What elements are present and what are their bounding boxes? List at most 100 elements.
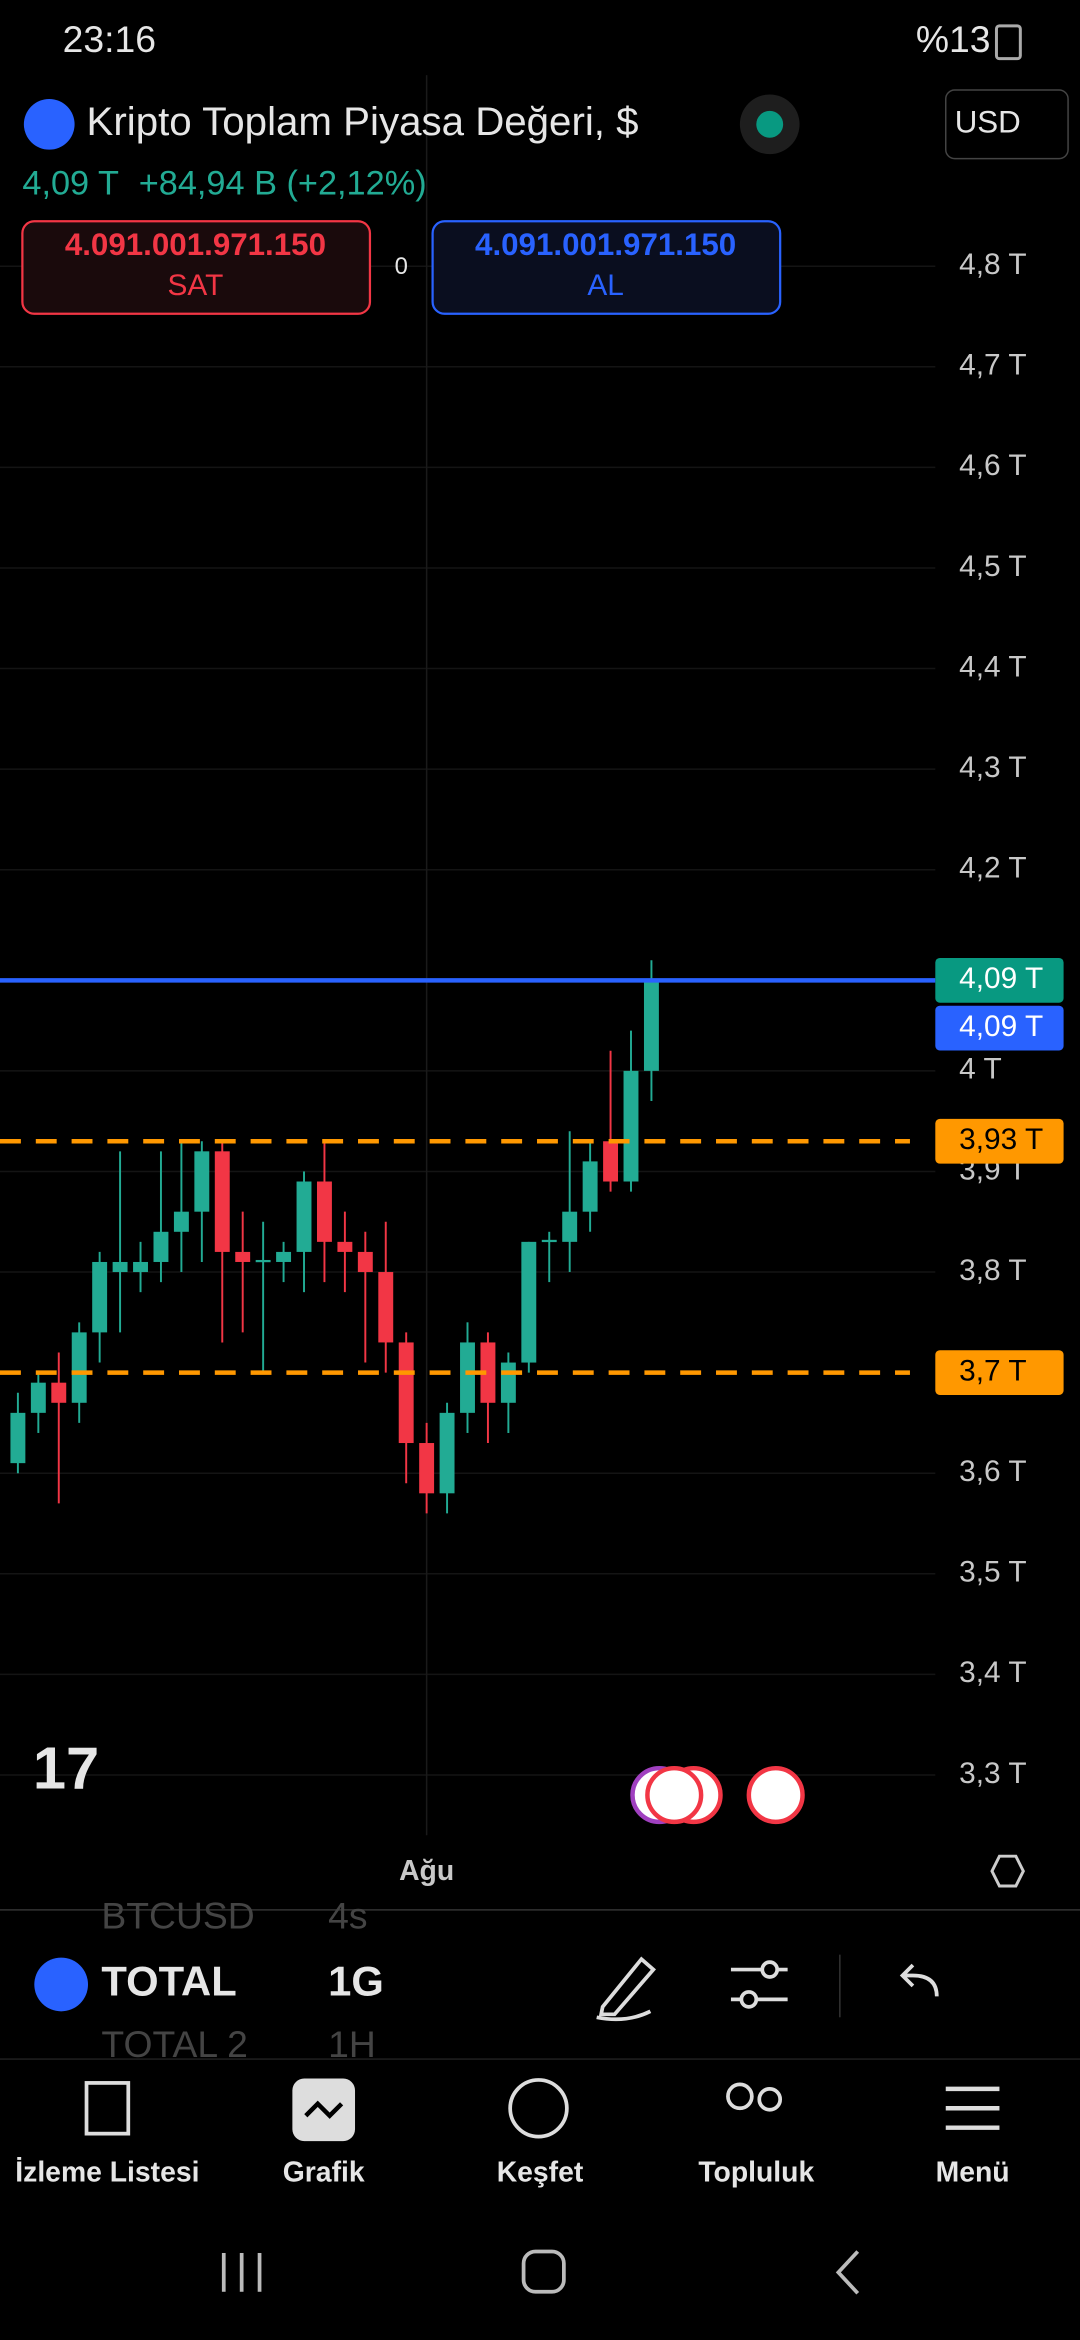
candle-body	[439, 1412, 455, 1494]
candle-body	[541, 1239, 557, 1243]
undo[interactable]	[899, 1963, 939, 1997]
candle-body	[133, 1261, 148, 1273]
nav-label[interactable]: Menü	[936, 2156, 1010, 2188]
nav-icon	[304, 2100, 344, 2119]
currency-button[interactable]	[944, 89, 1069, 160]
candle-body	[460, 1342, 475, 1413]
x-tick-label: Ağu	[399, 1855, 454, 1887]
candle-body	[357, 1251, 373, 1273]
nav-icon[interactable]	[945, 2086, 1000, 2130]
y-tick-label: 4,8 T	[959, 248, 1026, 281]
candle-body	[337, 1241, 353, 1252]
candle-body	[276, 1251, 292, 1262]
nav-label[interactable]: Grafik	[283, 2156, 365, 2188]
nav-icon[interactable]	[726, 2082, 754, 2111]
candle-body	[623, 1070, 639, 1182]
price-label: 3,7 T	[959, 1354, 1026, 1387]
symbol-next[interactable]: TOTAL 2	[101, 2023, 247, 2065]
battery-icon	[994, 24, 1022, 61]
y-tick-label: 3,8 T	[959, 1254, 1026, 1287]
y-tick-label: 4,2 T	[959, 852, 1026, 885]
y-tick-label: 4,3 T	[959, 751, 1026, 784]
y-tick-label: 4,6 T	[959, 449, 1026, 482]
y-tick-label: 3,6 T	[959, 1455, 1026, 1488]
y-tick-label: 4 T	[959, 1053, 1002, 1086]
nav-label[interactable]: Topluluk	[698, 2156, 814, 2188]
buy-price[interactable]: 4.091.001.971.150	[475, 227, 736, 262]
toolbar-symbol-icon	[34, 1957, 89, 2012]
y-tick-label: 4,4 T	[959, 650, 1026, 683]
currency[interactable]: USD	[955, 105, 1021, 140]
candle-body	[582, 1161, 598, 1212]
candle-body	[603, 1141, 619, 1182]
nav-icon[interactable]	[84, 2081, 131, 2136]
candle-body	[71, 1332, 87, 1403]
price-label: 4,09 T	[959, 962, 1043, 995]
nav-label[interactable]: İzleme Listesi	[15, 2156, 199, 2188]
candle-body	[562, 1211, 578, 1242]
symbol-title[interactable]: Kripto Toplam Piyasa Değeri, $	[87, 99, 639, 144]
candle-body	[112, 1261, 128, 1273]
y-tick-label: 3,5 T	[959, 1556, 1026, 1589]
candle-body	[255, 1259, 271, 1263]
system-nav[interactable]	[221, 2249, 860, 2295]
candle-body	[316, 1181, 332, 1242]
interval-next[interactable]: 1H	[328, 2023, 376, 2065]
chart: 4,8 T 4,7 T 4,6 T 4,5 T 4,4 T 4,3 T 4,2 T 4 T 3,…	[0, 75, 1064, 1887]
price-label-bg	[935, 1118, 1064, 1164]
candle-body	[214, 1151, 230, 1252]
nav-icon[interactable]	[508, 2078, 569, 2139]
candle-body	[51, 1382, 67, 1403]
symbol-icon	[23, 98, 75, 150]
candle-body	[500, 1362, 516, 1403]
interval-prev[interactable]: 4s	[328, 1895, 367, 1937]
candle-body	[643, 980, 659, 1071]
price-label-bg	[935, 1005, 1064, 1051]
nav-icon	[757, 2087, 783, 2112]
symbol-prev[interactable]: BTCUSD	[101, 1895, 254, 1937]
symbol[interactable]: TOTAL	[101, 1958, 236, 2005]
y-tick-label: 3,3 T	[959, 1757, 1026, 1790]
y-tick-label: 3,4 T	[959, 1656, 1026, 1689]
sell-button[interactable]	[21, 220, 372, 315]
y-tick-label: 4,5 T	[959, 550, 1026, 583]
candle-body	[419, 1443, 435, 1494]
candle-body	[153, 1231, 169, 1262]
candle-body	[194, 1151, 210, 1212]
buy-label[interactable]: AL	[587, 269, 623, 302]
price-label: 4,09 T	[959, 1010, 1043, 1043]
settings-icon[interactable]	[990, 1854, 1025, 1888]
price-change: +84,94 B (+2,12%)	[139, 165, 427, 203]
candle-body	[378, 1272, 394, 1343]
nav-label[interactable]: Keşfet	[497, 2156, 584, 2188]
candle-body	[398, 1342, 414, 1444]
draw-tool[interactable]	[596, 1956, 656, 2022]
price-label-bg	[935, 957, 1064, 1003]
sell-price[interactable]: 4.091.001.971.150	[65, 227, 326, 262]
spread: 0	[395, 253, 408, 280]
candle-body	[296, 1181, 312, 1252]
sell-label[interactable]: SAT	[168, 269, 224, 302]
tv-logo: 17	[33, 1734, 99, 1801]
bottom-nav: İzleme Listesi Grafik Keşfet Topluluk Menü	[15, 2078, 1010, 2188]
event-flags[interactable]	[630, 1765, 805, 1825]
candle-body	[235, 1251, 251, 1262]
candle-body	[521, 1241, 537, 1363]
price-label: 3,93 T	[959, 1123, 1043, 1156]
candle-body	[173, 1211, 189, 1232]
status-battery: %13	[916, 18, 991, 60]
candle-body	[30, 1382, 46, 1413]
buy-button[interactable]	[431, 220, 782, 315]
candle-body	[10, 1412, 26, 1464]
market-status[interactable]	[756, 110, 784, 138]
price-label-bg	[935, 1350, 1064, 1395]
candle-body	[480, 1342, 496, 1403]
last-price: 4,09 T	[22, 165, 119, 203]
indicators-tool[interactable]	[730, 1960, 788, 2009]
status-time: 23:16	[63, 18, 156, 60]
interval[interactable]: 1G	[328, 1958, 384, 2005]
y-tick-label: 4,7 T	[959, 349, 1026, 382]
